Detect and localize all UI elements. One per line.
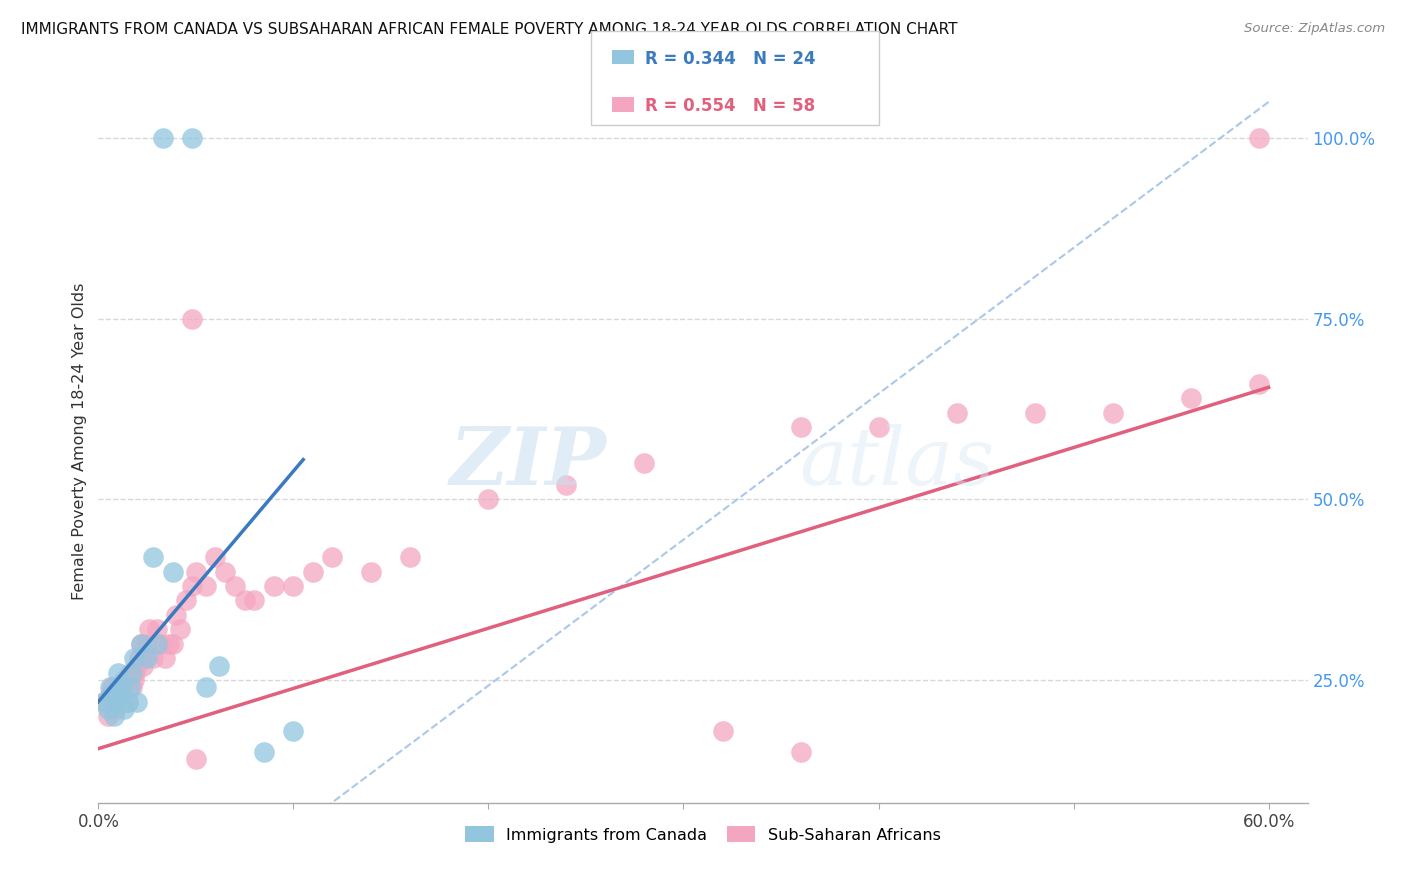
Point: [146, 623, 169, 637]
Point: [162, 565, 184, 579]
Point: [121, 665, 143, 680]
Point: [1180, 391, 1202, 405]
Point: [789, 745, 811, 759]
Point: [104, 702, 127, 716]
Point: [101, 680, 124, 694]
Point: [1101, 406, 1123, 420]
Point: [477, 492, 499, 507]
Point: [136, 651, 159, 665]
Point: [243, 593, 266, 607]
Text: Source: ZipAtlas.com: Source: ZipAtlas.com: [1244, 22, 1385, 36]
Point: [868, 420, 890, 434]
Point: [153, 651, 176, 665]
Point: [711, 723, 734, 738]
Point: [142, 550, 165, 565]
Point: [131, 637, 153, 651]
Point: [157, 637, 180, 651]
Point: [181, 131, 204, 145]
Point: [162, 637, 184, 651]
Point: [107, 680, 129, 694]
Text: R = 0.554   N = 58: R = 0.554 N = 58: [645, 97, 815, 115]
Point: [789, 420, 811, 434]
Point: [128, 651, 150, 665]
Point: [214, 565, 236, 579]
Point: [181, 311, 204, 326]
Text: IMMIGRANTS FROM CANADA VS SUBSAHARAN AFRICAN FEMALE POVERTY AMONG 18-24 YEAR OLD: IMMIGRANTS FROM CANADA VS SUBSAHARAN AFR…: [21, 22, 957, 37]
Point: [633, 456, 655, 470]
Point: [127, 658, 149, 673]
Point: [108, 687, 131, 701]
Point: [138, 623, 160, 637]
Point: [127, 695, 149, 709]
Point: [111, 680, 134, 694]
Point: [122, 673, 145, 687]
Point: [97, 709, 120, 723]
Point: [555, 478, 578, 492]
Point: [136, 637, 159, 651]
Point: [134, 651, 156, 665]
Point: [152, 131, 174, 145]
Point: [104, 695, 127, 709]
Point: [111, 680, 134, 694]
Point: [1247, 376, 1270, 391]
Point: [117, 695, 139, 709]
Point: [208, 658, 231, 673]
Point: [101, 687, 124, 701]
Point: [98, 680, 121, 694]
Point: [263, 579, 285, 593]
Point: [118, 680, 141, 694]
Point: [118, 665, 141, 680]
Point: [1024, 406, 1046, 420]
Point: [97, 702, 120, 716]
Point: [103, 695, 125, 709]
Point: [117, 695, 139, 709]
Point: [253, 745, 276, 759]
Point: [194, 579, 217, 593]
Point: [142, 651, 165, 665]
Point: [98, 687, 121, 701]
Point: [93, 695, 115, 709]
Point: [321, 550, 343, 565]
Point: [233, 593, 256, 607]
Point: [112, 673, 135, 687]
Point: [131, 637, 153, 651]
Point: [184, 752, 207, 766]
Point: [224, 579, 246, 593]
Point: [146, 637, 169, 651]
Point: [108, 687, 131, 701]
Point: [132, 658, 155, 673]
Point: [107, 665, 129, 680]
Point: [124, 665, 146, 680]
Point: [169, 623, 191, 637]
Point: [93, 695, 115, 709]
Point: [184, 565, 207, 579]
Text: atlas: atlas: [800, 425, 995, 502]
Point: [204, 550, 226, 565]
Point: [360, 565, 382, 579]
Point: [283, 723, 305, 738]
Y-axis label: Female Poverty Among 18-24 Year Olds: Female Poverty Among 18-24 Year Olds: [72, 283, 87, 600]
Point: [181, 579, 204, 593]
Point: [122, 651, 145, 665]
Text: ZIP: ZIP: [450, 425, 606, 502]
Point: [399, 550, 422, 565]
Point: [1247, 131, 1270, 145]
Point: [103, 709, 125, 723]
Point: [283, 579, 305, 593]
Point: [165, 607, 187, 622]
Point: [302, 565, 325, 579]
Point: [1063, 817, 1085, 831]
Point: [149, 637, 172, 651]
Legend: Immigrants from Canada, Sub-Saharan Africans: Immigrants from Canada, Sub-Saharan Afri…: [458, 820, 948, 849]
Point: [945, 406, 967, 420]
Point: [174, 593, 197, 607]
Point: [194, 680, 217, 694]
Point: [121, 680, 143, 694]
Text: R = 0.344   N = 24: R = 0.344 N = 24: [645, 50, 815, 68]
Point: [112, 702, 135, 716]
